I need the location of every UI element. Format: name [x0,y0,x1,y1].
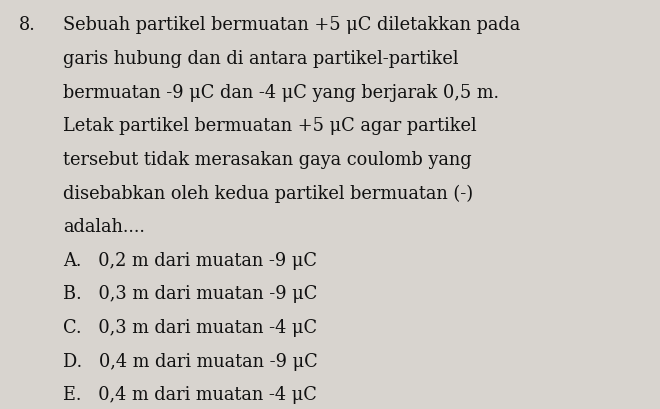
Text: garis hubung dan di antara partikel-partikel: garis hubung dan di antara partikel-part… [63,50,458,68]
Text: adalah....: adalah.... [63,218,145,236]
Text: tersebut tidak merasakan gaya coulomb yang: tersebut tidak merasakan gaya coulomb ya… [63,151,471,169]
Text: D.   0,4 m dari muatan -9 μC: D. 0,4 m dari muatan -9 μC [63,352,317,370]
Text: E.   0,4 m dari muatan -4 μC: E. 0,4 m dari muatan -4 μC [63,385,317,403]
Text: bermuatan -9 μC dan -4 μC yang berjarak 0,5 m.: bermuatan -9 μC dan -4 μC yang berjarak … [63,83,499,101]
Text: 8.: 8. [18,16,35,34]
Text: Sebuah partikel bermuatan +5 μC diletakkan pada: Sebuah partikel bermuatan +5 μC diletakk… [63,16,520,34]
Text: Letak partikel bermuatan +5 μC agar partikel: Letak partikel bermuatan +5 μC agar part… [63,117,477,135]
Text: B.   0,3 m dari muatan -9 μC: B. 0,3 m dari muatan -9 μC [63,285,317,303]
Text: disebabkan oleh kedua partikel bermuatan (-): disebabkan oleh kedua partikel bermuatan… [63,184,473,202]
Text: C.   0,3 m dari muatan -4 μC: C. 0,3 m dari muatan -4 μC [63,318,317,336]
Text: A.   0,2 m dari muatan -9 μC: A. 0,2 m dari muatan -9 μC [63,251,317,269]
